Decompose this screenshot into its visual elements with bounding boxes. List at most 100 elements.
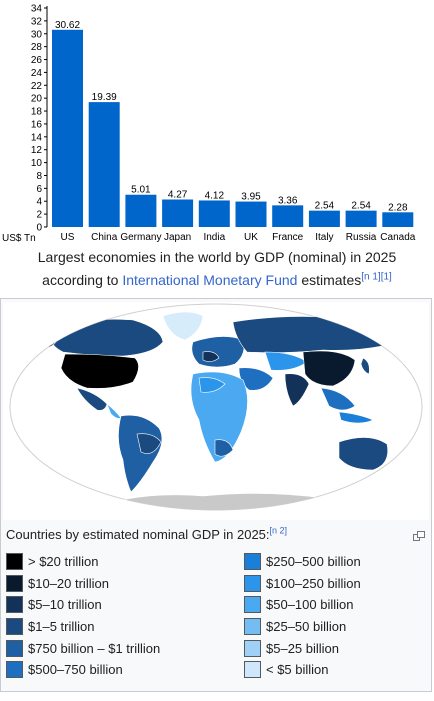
y-tick-label: 12 — [31, 145, 43, 156]
legend-swatch — [6, 553, 23, 571]
legend-label: $100–250 billion — [266, 575, 361, 591]
legend-label: $25–50 billion — [266, 619, 347, 635]
legend-item: $5–25 billion — [244, 637, 361, 659]
legend-label: $500–750 billion — [28, 662, 123, 678]
bar-value-label: 4.27 — [168, 189, 188, 200]
caption-suffix: estimates — [297, 272, 362, 288]
legend-right-column: $250–500 billion $100–250 billion $50–100 … — [244, 551, 361, 681]
bar-italy — [308, 210, 340, 227]
world-map-image[interactable] — [3, 302, 429, 520]
y-tick-label: 18 — [31, 107, 43, 118]
y-tick-label: 8 — [36, 171, 42, 182]
legend-item: $25–50 billion — [244, 616, 361, 638]
legend-label: $250–500 billion — [266, 554, 361, 570]
legend-item: $250–500 billion — [244, 551, 361, 573]
y-tick-label: 28 — [31, 42, 43, 53]
bar-value-label: 5.01 — [131, 185, 151, 196]
legend-label: $5–25 billion — [266, 640, 340, 656]
map-figure: Countries by estimated nominal GDP in 20… — [0, 298, 432, 692]
legend-swatch — [244, 661, 261, 679]
bar-uk — [235, 201, 267, 227]
legend-swatch — [244, 639, 261, 657]
x-category-label: France — [272, 232, 304, 243]
y-tick-label: 22 — [31, 81, 43, 92]
legend-label: < $5 billion — [266, 662, 329, 678]
chart-caption-line1: Largest economies in the world by GDP (n… — [37, 249, 397, 265]
y-tick-label: 4 — [36, 197, 42, 208]
legend-label: > $20 trillion — [28, 554, 99, 570]
x-category-label: UK — [244, 232, 258, 243]
chart-caption: Largest economies in the world by GDP (n… — [0, 246, 434, 292]
legend-label: $5–10 trillion — [28, 597, 102, 613]
legend-swatch — [6, 639, 23, 657]
legend-item: $50–100 billion — [244, 594, 361, 616]
map-caption: Countries by estimated nominal GDP in 20… — [6, 525, 288, 542]
y-tick-label: 30 — [31, 29, 43, 40]
legend-item: $750 billion – $1 trillion — [6, 637, 160, 659]
y-tick-label: 32 — [31, 16, 43, 27]
x-category-label: Canada — [380, 232, 415, 243]
chart-caption-line2: according to International Monetary Fund… — [0, 269, 434, 292]
x-category-label: US — [61, 232, 75, 243]
bar-us — [52, 29, 83, 227]
legend-swatch — [244, 574, 261, 592]
y-tick-label: 26 — [31, 55, 43, 66]
bar-value-label: 2.54 — [315, 201, 335, 212]
x-category-label: China — [91, 232, 118, 243]
bar-value-label: 3.95 — [241, 192, 261, 203]
legend-swatch — [6, 574, 23, 592]
bar-germany — [125, 194, 157, 227]
bar-china — [88, 102, 120, 227]
map-caption-text: Countries by estimated nominal GDP in 20… — [6, 527, 270, 542]
legend-swatch — [244, 553, 261, 571]
legend-item: > $20 trillion — [6, 551, 160, 573]
enlarge-icon[interactable] — [413, 528, 425, 541]
bar-russia — [345, 210, 377, 227]
y-tick-label: 10 — [31, 158, 43, 169]
legend-swatch — [6, 661, 23, 679]
y-tick-label: 6 — [36, 184, 42, 195]
legend-left-column: > $20 trillion $10–20 trillion $5–10 trill… — [6, 551, 160, 681]
x-category-label: Japan — [164, 232, 191, 243]
bar-value-label: 3.36 — [278, 195, 298, 206]
legend-label: $1–5 trillion — [28, 619, 95, 635]
legend-swatch — [6, 596, 23, 614]
chart-caption-refs[interactable]: [n 1][1] — [361, 271, 392, 283]
caption-prefix: according to — [42, 272, 123, 288]
legend-item: $10–20 trillion — [6, 573, 160, 595]
x-category-label: India — [203, 232, 225, 243]
legend-item: $1–5 trillion — [6, 616, 160, 638]
y-tick-label: 24 — [31, 68, 43, 79]
legend-item: $500–750 billion — [6, 659, 160, 681]
legend-item: < $5 billion — [244, 659, 361, 681]
y-tick-label: 20 — [31, 94, 43, 105]
legend-label: $50–100 billion — [266, 597, 354, 613]
y-tick-label: 14 — [31, 132, 43, 143]
legend-swatch — [6, 618, 23, 636]
x-category-label: Germany — [120, 232, 161, 243]
legend-item: $100–250 billion — [244, 573, 361, 595]
legend-item: $5–10 trillion — [6, 594, 160, 616]
imf-link[interactable]: International Monetary Fund — [122, 272, 298, 288]
x-category-label: Italy — [315, 232, 333, 243]
y-tick-label: 2 — [36, 210, 42, 221]
bar-france — [272, 205, 304, 227]
x-category-label: Russia — [346, 232, 377, 243]
bar-value-label: 19.39 — [92, 92, 117, 103]
legend-label: $10–20 trillion — [28, 575, 109, 591]
bar-value-label: 30.62 — [55, 20, 80, 31]
bar-value-label: 4.12 — [205, 190, 225, 201]
bar-india — [198, 200, 230, 227]
bar-value-label: 2.54 — [351, 201, 371, 212]
y-tick-label: 0 — [36, 223, 42, 234]
y-tick-label: 34 — [31, 4, 43, 15]
bar-japan — [162, 199, 194, 227]
world-map-icon — [9, 303, 423, 511]
legend-swatch — [244, 618, 261, 636]
y-tick-label: 16 — [31, 119, 43, 130]
legend-swatch — [244, 596, 261, 614]
bar-value-label: 2.28 — [388, 202, 408, 213]
y-axis-label: US$ Tn — [2, 233, 36, 244]
map-caption-ref[interactable]: [n 2] — [269, 525, 288, 536]
